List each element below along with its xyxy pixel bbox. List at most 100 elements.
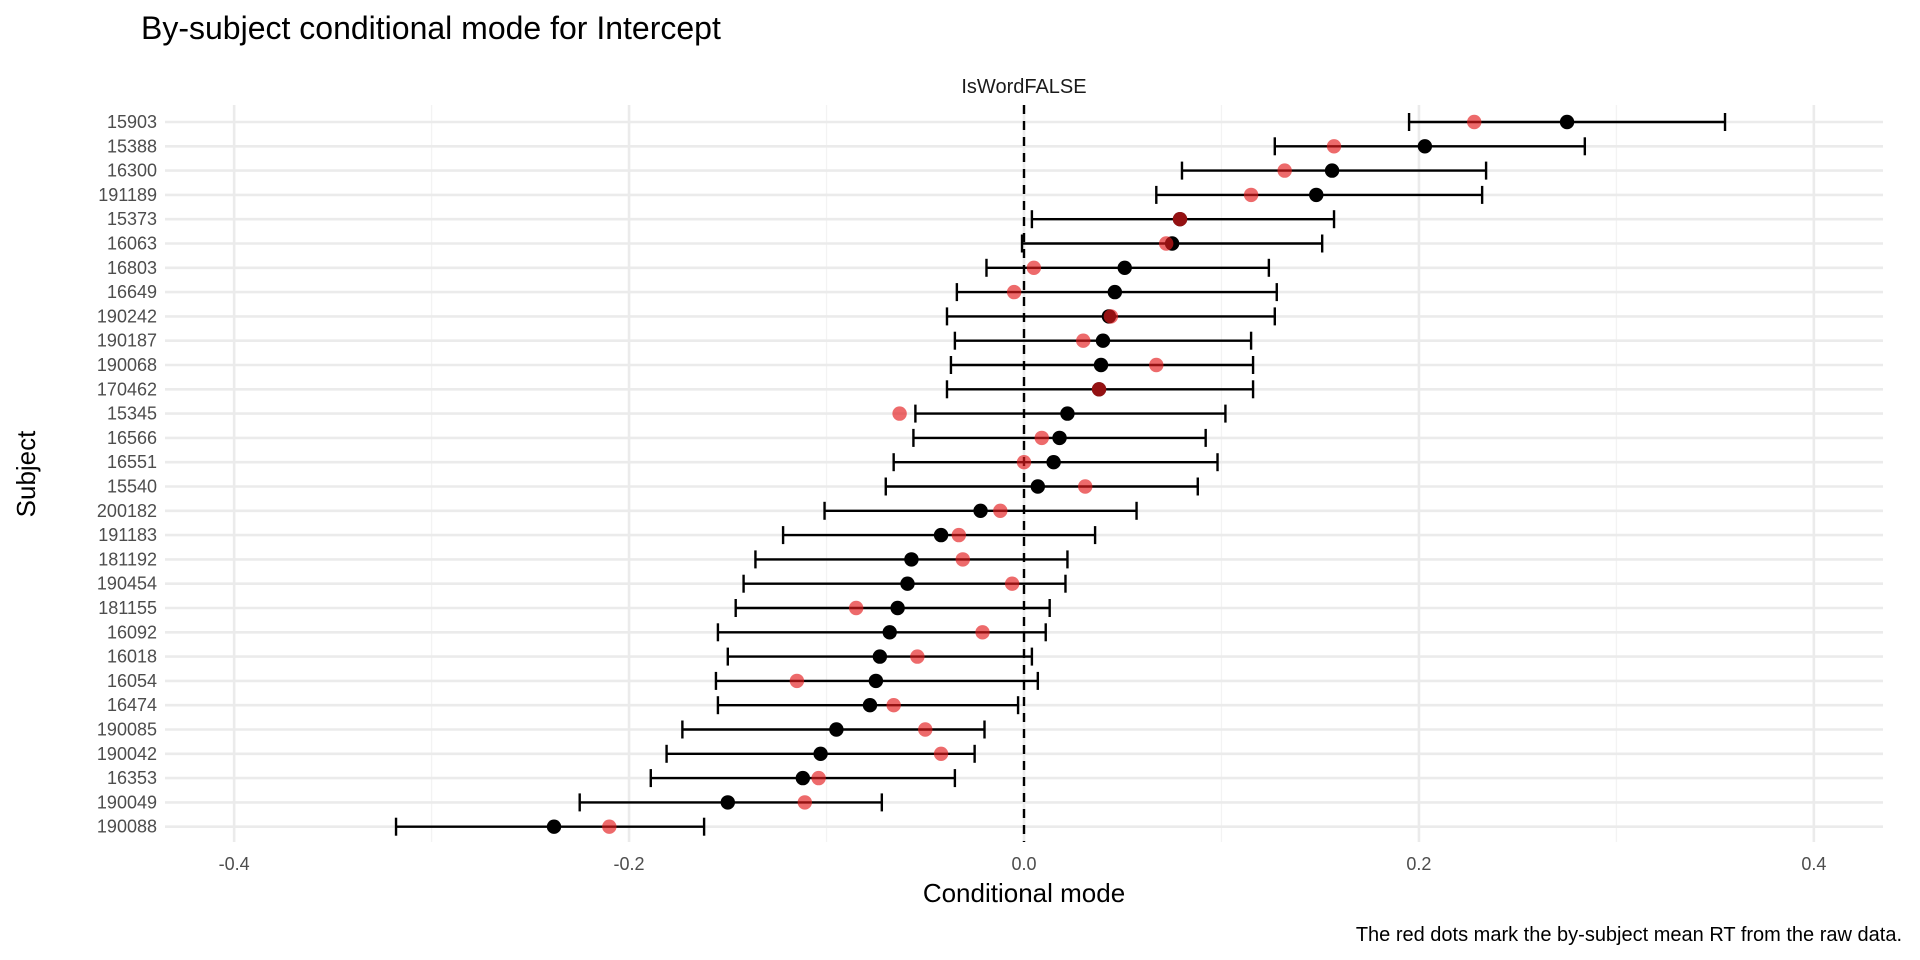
point-conditional-mode [862,698,878,713]
chart-title: By-subject conditional mode for Intercep… [141,10,721,46]
y-tick-label: 15903 [107,112,157,132]
point-conditional-mode [1309,187,1324,203]
point-conditional-mode [1030,479,1046,494]
error-bars [394,113,1727,836]
y-tick-label: 190242 [97,306,157,326]
point-raw-mean [1006,284,1022,300]
point-raw-mean [811,770,826,786]
point-raw-mean [1158,236,1174,251]
y-tick-label: 15388 [107,136,157,156]
point-conditional-mode [546,819,562,834]
y-tick-label: 190187 [97,331,157,351]
y-tick-label: 181192 [98,549,157,569]
y-tick-label: 190085 [97,720,157,740]
x-tick-label: 0.4 [1801,854,1826,874]
y-tick-label: 16566 [107,428,157,448]
point-conditional-mode [1046,455,1061,470]
point-conditional-mode [1095,333,1111,348]
point-conditional-mode [720,795,735,810]
y-tick-label: 191183 [98,525,157,545]
point-raw-mean [1326,139,1342,154]
point-raw-mean [797,795,813,810]
point-conditional-mode [1417,139,1433,154]
y-tick-label: 200182 [97,501,157,521]
point-conditional-mode [1093,357,1109,373]
point-raw-mean [848,600,864,616]
point-conditional-mode [900,576,915,591]
y-tick-label: 16803 [107,258,157,278]
point-conditional-mode [1107,284,1123,300]
y-tick-label: 191189 [98,185,157,205]
y-tick-label: 16649 [107,282,157,302]
point-raw-mean [602,819,617,834]
point-conditional-mode [890,600,905,616]
y-tick-label: 16474 [107,695,157,715]
y-tick-label: 190088 [97,817,157,837]
y-tick-label: 16551 [107,452,157,472]
point-raw-mean [1004,576,1020,591]
point-conditional-mode [904,552,919,567]
point-raw-mean [1172,212,1188,227]
point-conditional-mode [813,746,828,761]
y-tick-label: 190068 [97,355,157,375]
point-raw-mean [886,698,901,713]
x-tick-labels: -0.4 -0.2 0.0 0.2 0.4 [219,854,1827,874]
point-conditional-mode [1052,430,1067,446]
x-tick-label: -0.2 [614,854,645,874]
y-tick-label: 16054 [107,671,157,691]
points [546,114,1575,834]
point-raw-mean [993,503,1008,518]
point-raw-mean [1091,382,1107,397]
point-conditional-mode [1324,163,1340,178]
point-raw-mean [1016,455,1032,470]
point-conditional-mode [973,503,988,518]
point-conditional-mode [795,770,811,786]
y-tick-label: 16092 [107,622,157,642]
point-conditional-mode [868,673,884,689]
point-raw-mean [1076,333,1091,348]
point-raw-mean [789,673,805,689]
y-tick-label: 170462 [97,379,157,399]
y-tick-label: 16018 [107,647,157,667]
point-raw-mean [1243,187,1259,203]
point-raw-mean [892,406,907,421]
y-tick-label: 15373 [107,209,157,229]
point-raw-mean [1103,309,1119,324]
point-raw-mean [933,746,949,761]
point-raw-mean [975,625,990,640]
y-tick-label: 15345 [107,404,157,424]
point-raw-mean [918,722,933,737]
point-conditional-mode [882,625,897,640]
point-conditional-mode [1559,114,1575,130]
point-raw-mean [1078,479,1093,494]
point-conditional-mode [872,649,888,664]
point-raw-mean [1277,163,1292,178]
y-tick-label: 190454 [97,574,157,594]
point-raw-mean [910,649,925,664]
y-tick-label: 16353 [107,768,157,788]
point-raw-mean [1467,114,1482,130]
point-raw-mean [955,552,970,567]
point-raw-mean [951,527,967,543]
y-tick-labels: 15903 15388 16300 191189 15373 16063 16803 1664… [97,112,157,837]
y-tick-label: 16063 [107,234,157,254]
caption: The red dots mark the by-subject mean RT… [1356,924,1902,946]
x-tick-label: 0.0 [1011,854,1036,874]
point-conditional-mode [1060,406,1075,421]
point-conditional-mode [1117,260,1132,275]
x-axis-title: Conditional mode [923,878,1125,908]
point-conditional-mode [829,722,844,737]
y-tick-label: 190042 [97,744,157,764]
y-axis-title: Subject [11,430,41,517]
facet-label: IsWordFALSE [961,76,1086,98]
y-tick-label: 15540 [107,477,157,497]
y-tick-label: 16300 [107,161,157,181]
point-conditional-mode [933,527,949,543]
y-tick-label: 190049 [97,792,157,812]
y-tick-label: 181155 [98,598,157,618]
x-tick-label: 0.2 [1406,854,1431,874]
point-raw-mean [1026,260,1042,275]
point-raw-mean [1149,357,1164,373]
x-tick-label: -0.4 [219,854,250,874]
